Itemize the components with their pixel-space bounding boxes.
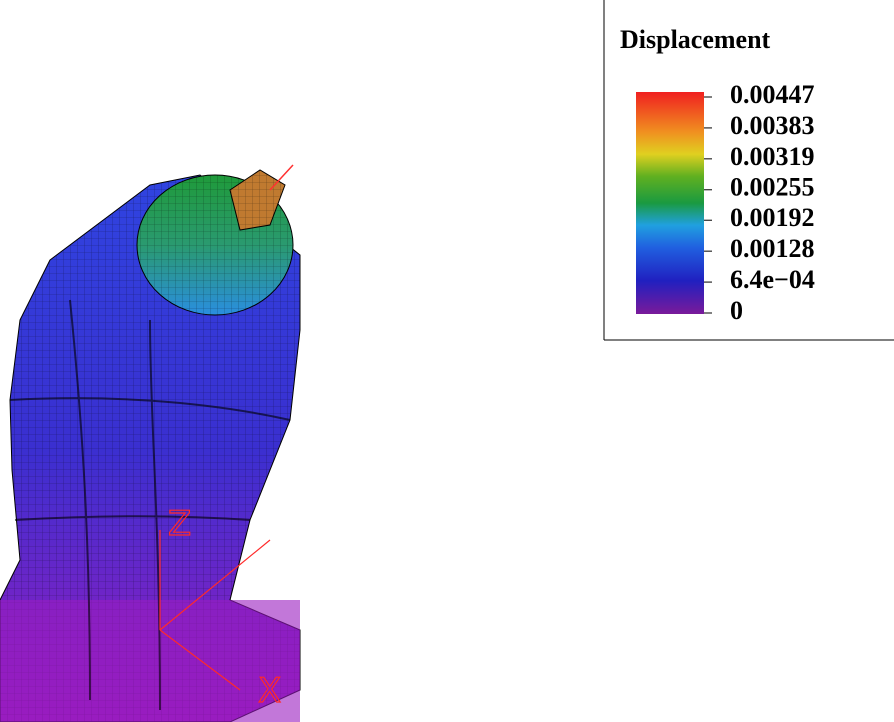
- z-axis-label: Z: [168, 504, 191, 544]
- tick-label: 0.00447: [730, 80, 815, 109]
- color-bar: [636, 92, 704, 314]
- tick-label: 0.00128: [730, 234, 815, 263]
- legend: Displacement 0.004470.003830.003190.0025…: [604, 0, 894, 340]
- tick-label: 0.00192: [730, 203, 815, 232]
- tick-label: 0.00319: [730, 142, 815, 171]
- page: {"legend": {"title": "Displacement", "ti…: [0, 0, 894, 722]
- fem-model: [0, 165, 300, 722]
- tick-label: 0.00255: [730, 173, 815, 202]
- x-axis-label: X: [258, 671, 281, 711]
- tick-label: 0: [730, 296, 743, 325]
- legend-title: Displacement: [620, 25, 771, 54]
- tick-label: 6.4e−04: [730, 265, 815, 294]
- tick-label: 0.00383: [730, 111, 815, 140]
- viewport: Z X Displacement 0.004470.003830.003190.…: [0, 0, 894, 722]
